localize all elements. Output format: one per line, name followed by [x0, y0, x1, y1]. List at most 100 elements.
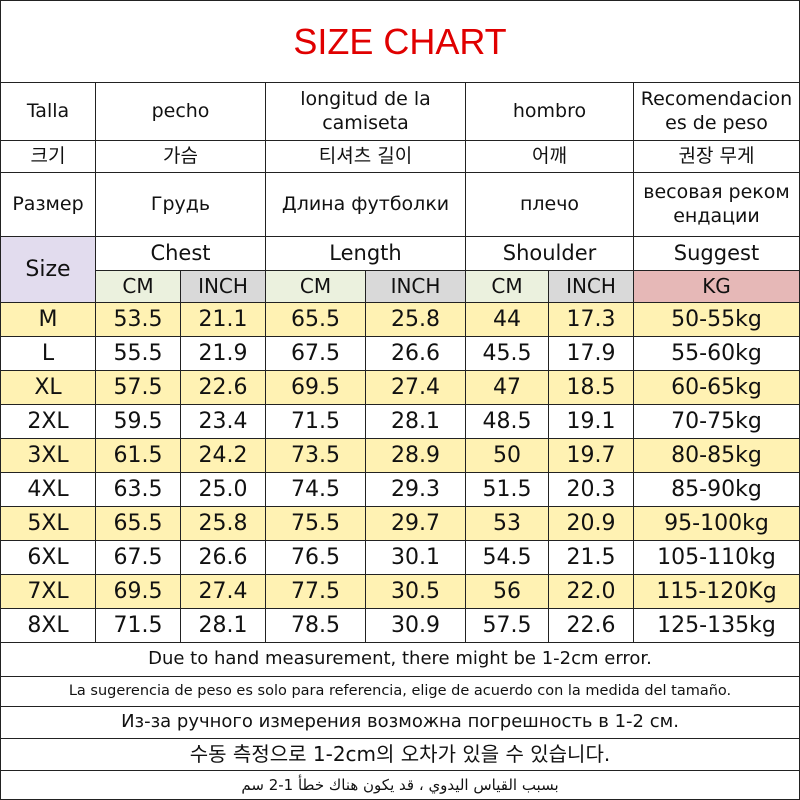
header-cell: Грудь	[95, 172, 266, 237]
header-cell: весовая рекомендации	[633, 172, 800, 237]
value-cell: 57.5	[465, 608, 549, 643]
value-cell: 53.5	[95, 302, 181, 337]
value-cell: 22.0	[548, 574, 634, 609]
value-cell: 65.5	[95, 506, 181, 541]
header-cell: 티셔츠 길이	[265, 140, 466, 173]
group-header: Chest	[95, 236, 266, 271]
value-cell: 56	[465, 574, 549, 609]
unit-header: INCH	[180, 270, 266, 303]
note: Из-за ручного измерения возможна погрешн…	[0, 706, 800, 739]
value-cell: 74.5	[265, 472, 366, 507]
value-cell: 17.3	[548, 302, 634, 337]
value-cell: 20.3	[548, 472, 634, 507]
value-cell: 105-110kg	[633, 540, 800, 575]
size-cell: 5XL	[0, 506, 96, 541]
header-cell: Длина футболки	[265, 172, 466, 237]
note: Due to hand measurement, there might be …	[0, 642, 800, 677]
value-cell: 71.5	[265, 404, 366, 439]
value-cell: 50-55kg	[633, 302, 800, 337]
size-cell: 8XL	[0, 608, 96, 643]
header-cell: 크기	[0, 140, 96, 173]
value-cell: 44	[465, 302, 549, 337]
unit-header: INCH	[548, 270, 634, 303]
value-cell: 67.5	[265, 336, 366, 371]
value-cell: 69.5	[95, 574, 181, 609]
value-cell: 25.8	[180, 506, 266, 541]
value-cell: 28.1	[180, 608, 266, 643]
value-cell: 125-135kg	[633, 608, 800, 643]
value-cell: 22.6	[548, 608, 634, 643]
value-cell: 19.7	[548, 438, 634, 473]
size-cell: 6XL	[0, 540, 96, 575]
value-cell: 21.1	[180, 302, 266, 337]
value-cell: 30.9	[365, 608, 466, 643]
group-header: Suggest	[633, 236, 800, 271]
value-cell: 21.9	[180, 336, 266, 371]
header-cell: longitud de la camiseta	[265, 82, 466, 141]
value-cell: 67.5	[95, 540, 181, 575]
value-cell: 28.9	[365, 438, 466, 473]
value-cell: 27.4	[180, 574, 266, 609]
value-cell: 78.5	[265, 608, 366, 643]
value-cell: 25.0	[180, 472, 266, 507]
value-cell: 30.5	[365, 574, 466, 609]
size-cell: L	[0, 336, 96, 371]
value-cell: 21.5	[548, 540, 634, 575]
value-cell: 19.1	[548, 404, 634, 439]
value-cell: 18.5	[548, 370, 634, 405]
value-cell: 115-120Kg	[633, 574, 800, 609]
value-cell: 69.5	[265, 370, 366, 405]
value-cell: 53	[465, 506, 549, 541]
unit-header: KG	[633, 270, 800, 303]
value-cell: 55-60kg	[633, 336, 800, 371]
unit-header: CM	[465, 270, 549, 303]
header-cell: Recomendaciones de peso	[633, 82, 800, 141]
header-cell: плечо	[465, 172, 634, 237]
size-cell: 4XL	[0, 472, 96, 507]
header-cell: Размер	[0, 172, 96, 237]
note: La sugerencia de peso es solo para refer…	[0, 676, 800, 707]
title: SIZE CHART	[0, 0, 800, 83]
value-cell: 23.4	[180, 404, 266, 439]
group-header: Length	[265, 236, 466, 271]
size-cell: 2XL	[0, 404, 96, 439]
value-cell: 48.5	[465, 404, 549, 439]
value-cell: 61.5	[95, 438, 181, 473]
size-cell: 7XL	[0, 574, 96, 609]
size-header: Size	[0, 236, 96, 303]
value-cell: 55.5	[95, 336, 181, 371]
value-cell: 71.5	[95, 608, 181, 643]
value-cell: 50	[465, 438, 549, 473]
value-cell: 28.1	[365, 404, 466, 439]
value-cell: 29.3	[365, 472, 466, 507]
note: 수동 측정으로 1-2cm의 오차가 있을 수 있습니다.	[0, 738, 800, 771]
value-cell: 51.5	[465, 472, 549, 507]
value-cell: 26.6	[365, 336, 466, 371]
value-cell: 20.9	[548, 506, 634, 541]
group-header: Shoulder	[465, 236, 634, 271]
value-cell: 77.5	[265, 574, 366, 609]
value-cell: 17.9	[548, 336, 634, 371]
value-cell: 30.1	[365, 540, 466, 575]
value-cell: 57.5	[95, 370, 181, 405]
value-cell: 70-75kg	[633, 404, 800, 439]
value-cell: 73.5	[265, 438, 366, 473]
value-cell: 75.5	[265, 506, 366, 541]
note: بسبب القياس اليدوي ، قد يكون هناك خطأ 1-…	[0, 770, 800, 800]
value-cell: 24.2	[180, 438, 266, 473]
value-cell: 65.5	[265, 302, 366, 337]
header-cell: Talla	[0, 82, 96, 141]
header-cell: hombro	[465, 82, 634, 141]
size-cell: M	[0, 302, 96, 337]
size-cell: 3XL	[0, 438, 96, 473]
value-cell: 22.6	[180, 370, 266, 405]
header-cell: 권장 무게	[633, 140, 800, 173]
value-cell: 63.5	[95, 472, 181, 507]
header-cell: 어깨	[465, 140, 634, 173]
value-cell: 29.7	[365, 506, 466, 541]
value-cell: 85-90kg	[633, 472, 800, 507]
value-cell: 27.4	[365, 370, 466, 405]
value-cell: 76.5	[265, 540, 366, 575]
header-cell: 가슴	[95, 140, 266, 173]
